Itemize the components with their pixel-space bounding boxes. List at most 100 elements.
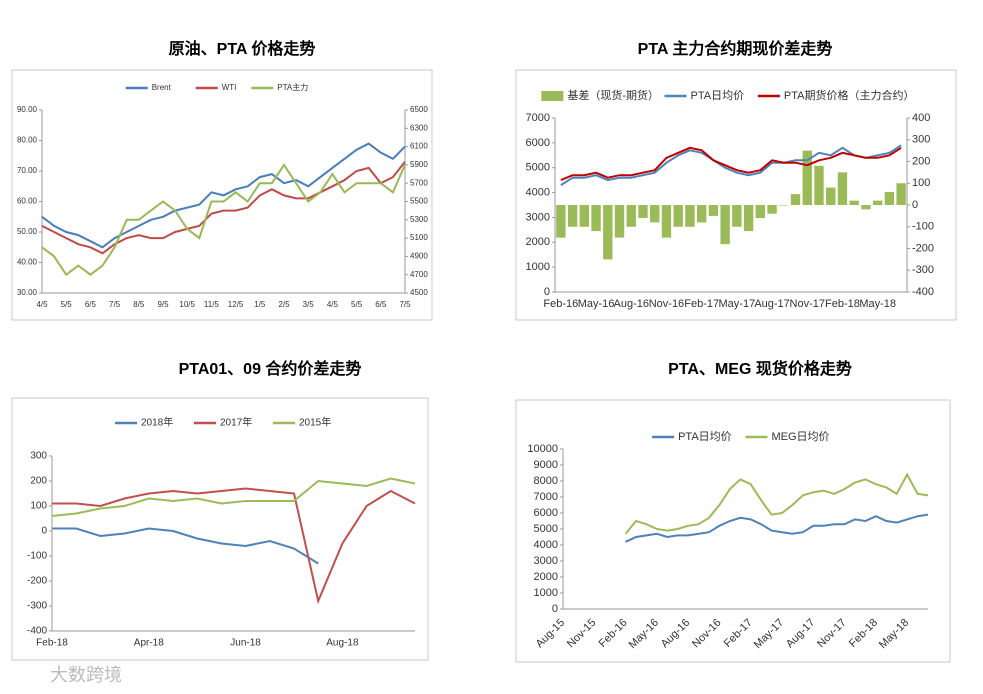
chart-title: 原油、PTA 价格走势 bbox=[169, 39, 316, 58]
x-tick-label: Apr-18 bbox=[134, 638, 164, 649]
y-tick-label: 300 bbox=[30, 451, 47, 462]
x-tick-label: 11/5 bbox=[204, 300, 220, 309]
y-tick-label: -300 bbox=[27, 601, 47, 612]
y-tick-label: 60.00 bbox=[17, 197, 38, 206]
y2-tick-label: -400 bbox=[912, 286, 934, 298]
y-tick-label: 8000 bbox=[534, 475, 558, 487]
y2-tick-label: 0 bbox=[912, 199, 918, 211]
bar bbox=[567, 205, 578, 227]
chart-title: PTA、MEG 现货价格走势 bbox=[668, 359, 852, 378]
legend-label: 2018年 bbox=[141, 416, 173, 429]
legend-label: PTA期货价格（主力合约） bbox=[784, 88, 915, 102]
y-tick-label: 2000 bbox=[534, 571, 558, 583]
x-tick-label: May-17 bbox=[719, 298, 756, 310]
line bbox=[624, 472, 929, 535]
legend-label: 2015年 bbox=[299, 416, 331, 429]
bar bbox=[849, 200, 859, 205]
chart-title: PTA 主力合约期现价差走势 bbox=[638, 39, 833, 58]
legend-swatch bbox=[541, 91, 564, 101]
line bbox=[41, 142, 406, 249]
x-tick-label: 6/5 bbox=[375, 300, 387, 309]
y-tick-label: 6000 bbox=[534, 507, 558, 519]
bar bbox=[696, 205, 707, 223]
y2-tick-label: 6100 bbox=[410, 142, 428, 151]
y-tick-label: -400 bbox=[27, 626, 47, 637]
x-tick-label: 7/5 bbox=[399, 300, 411, 309]
x-tick-label: Aug-15 bbox=[534, 617, 568, 651]
x-tick-label: Aug-16 bbox=[659, 617, 693, 651]
y-tick-label: 40.00 bbox=[17, 258, 38, 267]
legend-label: 基差（现货-期货） bbox=[567, 88, 659, 102]
y2-tick-label: 5100 bbox=[410, 233, 428, 242]
x-tick-label: Feb-17 bbox=[684, 298, 719, 310]
y-tick-label: 7000 bbox=[526, 112, 550, 124]
y-tick-label: 5000 bbox=[526, 162, 550, 174]
y-tick-label: -200 bbox=[27, 576, 47, 587]
y-tick-label: 4000 bbox=[534, 539, 558, 551]
bar bbox=[673, 205, 683, 227]
y2-tick-label: 4700 bbox=[410, 270, 428, 279]
line bbox=[41, 163, 406, 277]
legend-label: PTA主力 bbox=[277, 82, 308, 92]
y-tick-label: 1000 bbox=[526, 261, 550, 273]
x-tick-label: May-18 bbox=[877, 617, 911, 651]
bar bbox=[720, 205, 730, 245]
bar bbox=[638, 205, 648, 219]
y-tick-label: 70.00 bbox=[17, 166, 38, 175]
y-tick-label: 10000 bbox=[527, 443, 558, 455]
line bbox=[560, 144, 902, 186]
x-tick-label: Feb-18 bbox=[847, 617, 880, 650]
x-tick-label: Feb-18 bbox=[36, 638, 68, 649]
bar bbox=[743, 205, 754, 232]
bar bbox=[708, 205, 719, 216]
x-tick-label: Feb-18 bbox=[825, 298, 860, 310]
x-tick-label: Aug-17 bbox=[754, 298, 789, 310]
x-tick-label: Feb-17 bbox=[722, 617, 755, 650]
x-tick-label: Feb-16 bbox=[597, 617, 630, 650]
bar bbox=[790, 194, 801, 205]
y-tick-label: 4000 bbox=[526, 186, 550, 198]
line bbox=[52, 487, 416, 605]
y-tick-label: 90.00 bbox=[17, 105, 38, 114]
x-tick-label: 4/5 bbox=[36, 300, 48, 309]
panel bbox=[11, 397, 429, 661]
legend-label: WTI bbox=[222, 83, 237, 92]
legend-label: Brent bbox=[152, 83, 172, 92]
x-tick-label: May-18 bbox=[859, 298, 896, 310]
bar bbox=[802, 150, 812, 205]
y2-tick-label: -100 bbox=[912, 221, 934, 233]
line bbox=[560, 146, 902, 182]
x-tick-label: May-16 bbox=[578, 298, 615, 310]
y-tick-label: 80.00 bbox=[17, 136, 38, 145]
x-tick-label: Nov-15 bbox=[565, 617, 599, 651]
x-tick-label: 7/5 bbox=[109, 300, 121, 309]
bar bbox=[826, 187, 836, 205]
bar bbox=[685, 205, 695, 227]
y-tick-label: -100 bbox=[27, 551, 47, 562]
y-tick-label: 0 bbox=[544, 286, 550, 298]
bar bbox=[884, 191, 895, 205]
bar bbox=[755, 205, 766, 219]
x-tick-label: 1/5 bbox=[254, 300, 266, 309]
bar bbox=[767, 205, 777, 214]
line bbox=[51, 477, 416, 517]
bar bbox=[814, 165, 824, 205]
watermark: 大数跨境 bbox=[50, 665, 122, 685]
bar bbox=[872, 200, 883, 205]
x-tick-label: 2/5 bbox=[278, 300, 290, 309]
line bbox=[41, 161, 406, 255]
x-tick-label: 10/5 bbox=[179, 300, 195, 309]
bar bbox=[626, 205, 636, 227]
y-tick-label: 30.00 bbox=[17, 288, 38, 297]
bar bbox=[779, 205, 789, 206]
y2-tick-label: 400 bbox=[912, 112, 930, 124]
x-tick-label: Jun-18 bbox=[230, 638, 261, 649]
y2-tick-label: 300 bbox=[912, 134, 930, 146]
x-tick-label: Aug-17 bbox=[784, 617, 818, 651]
line bbox=[625, 513, 929, 543]
x-tick-label: May-17 bbox=[752, 617, 786, 651]
chart-title: PTA01、09 合约价差走势 bbox=[179, 359, 362, 378]
y-tick-label: 6000 bbox=[526, 137, 550, 149]
bar bbox=[603, 205, 613, 260]
